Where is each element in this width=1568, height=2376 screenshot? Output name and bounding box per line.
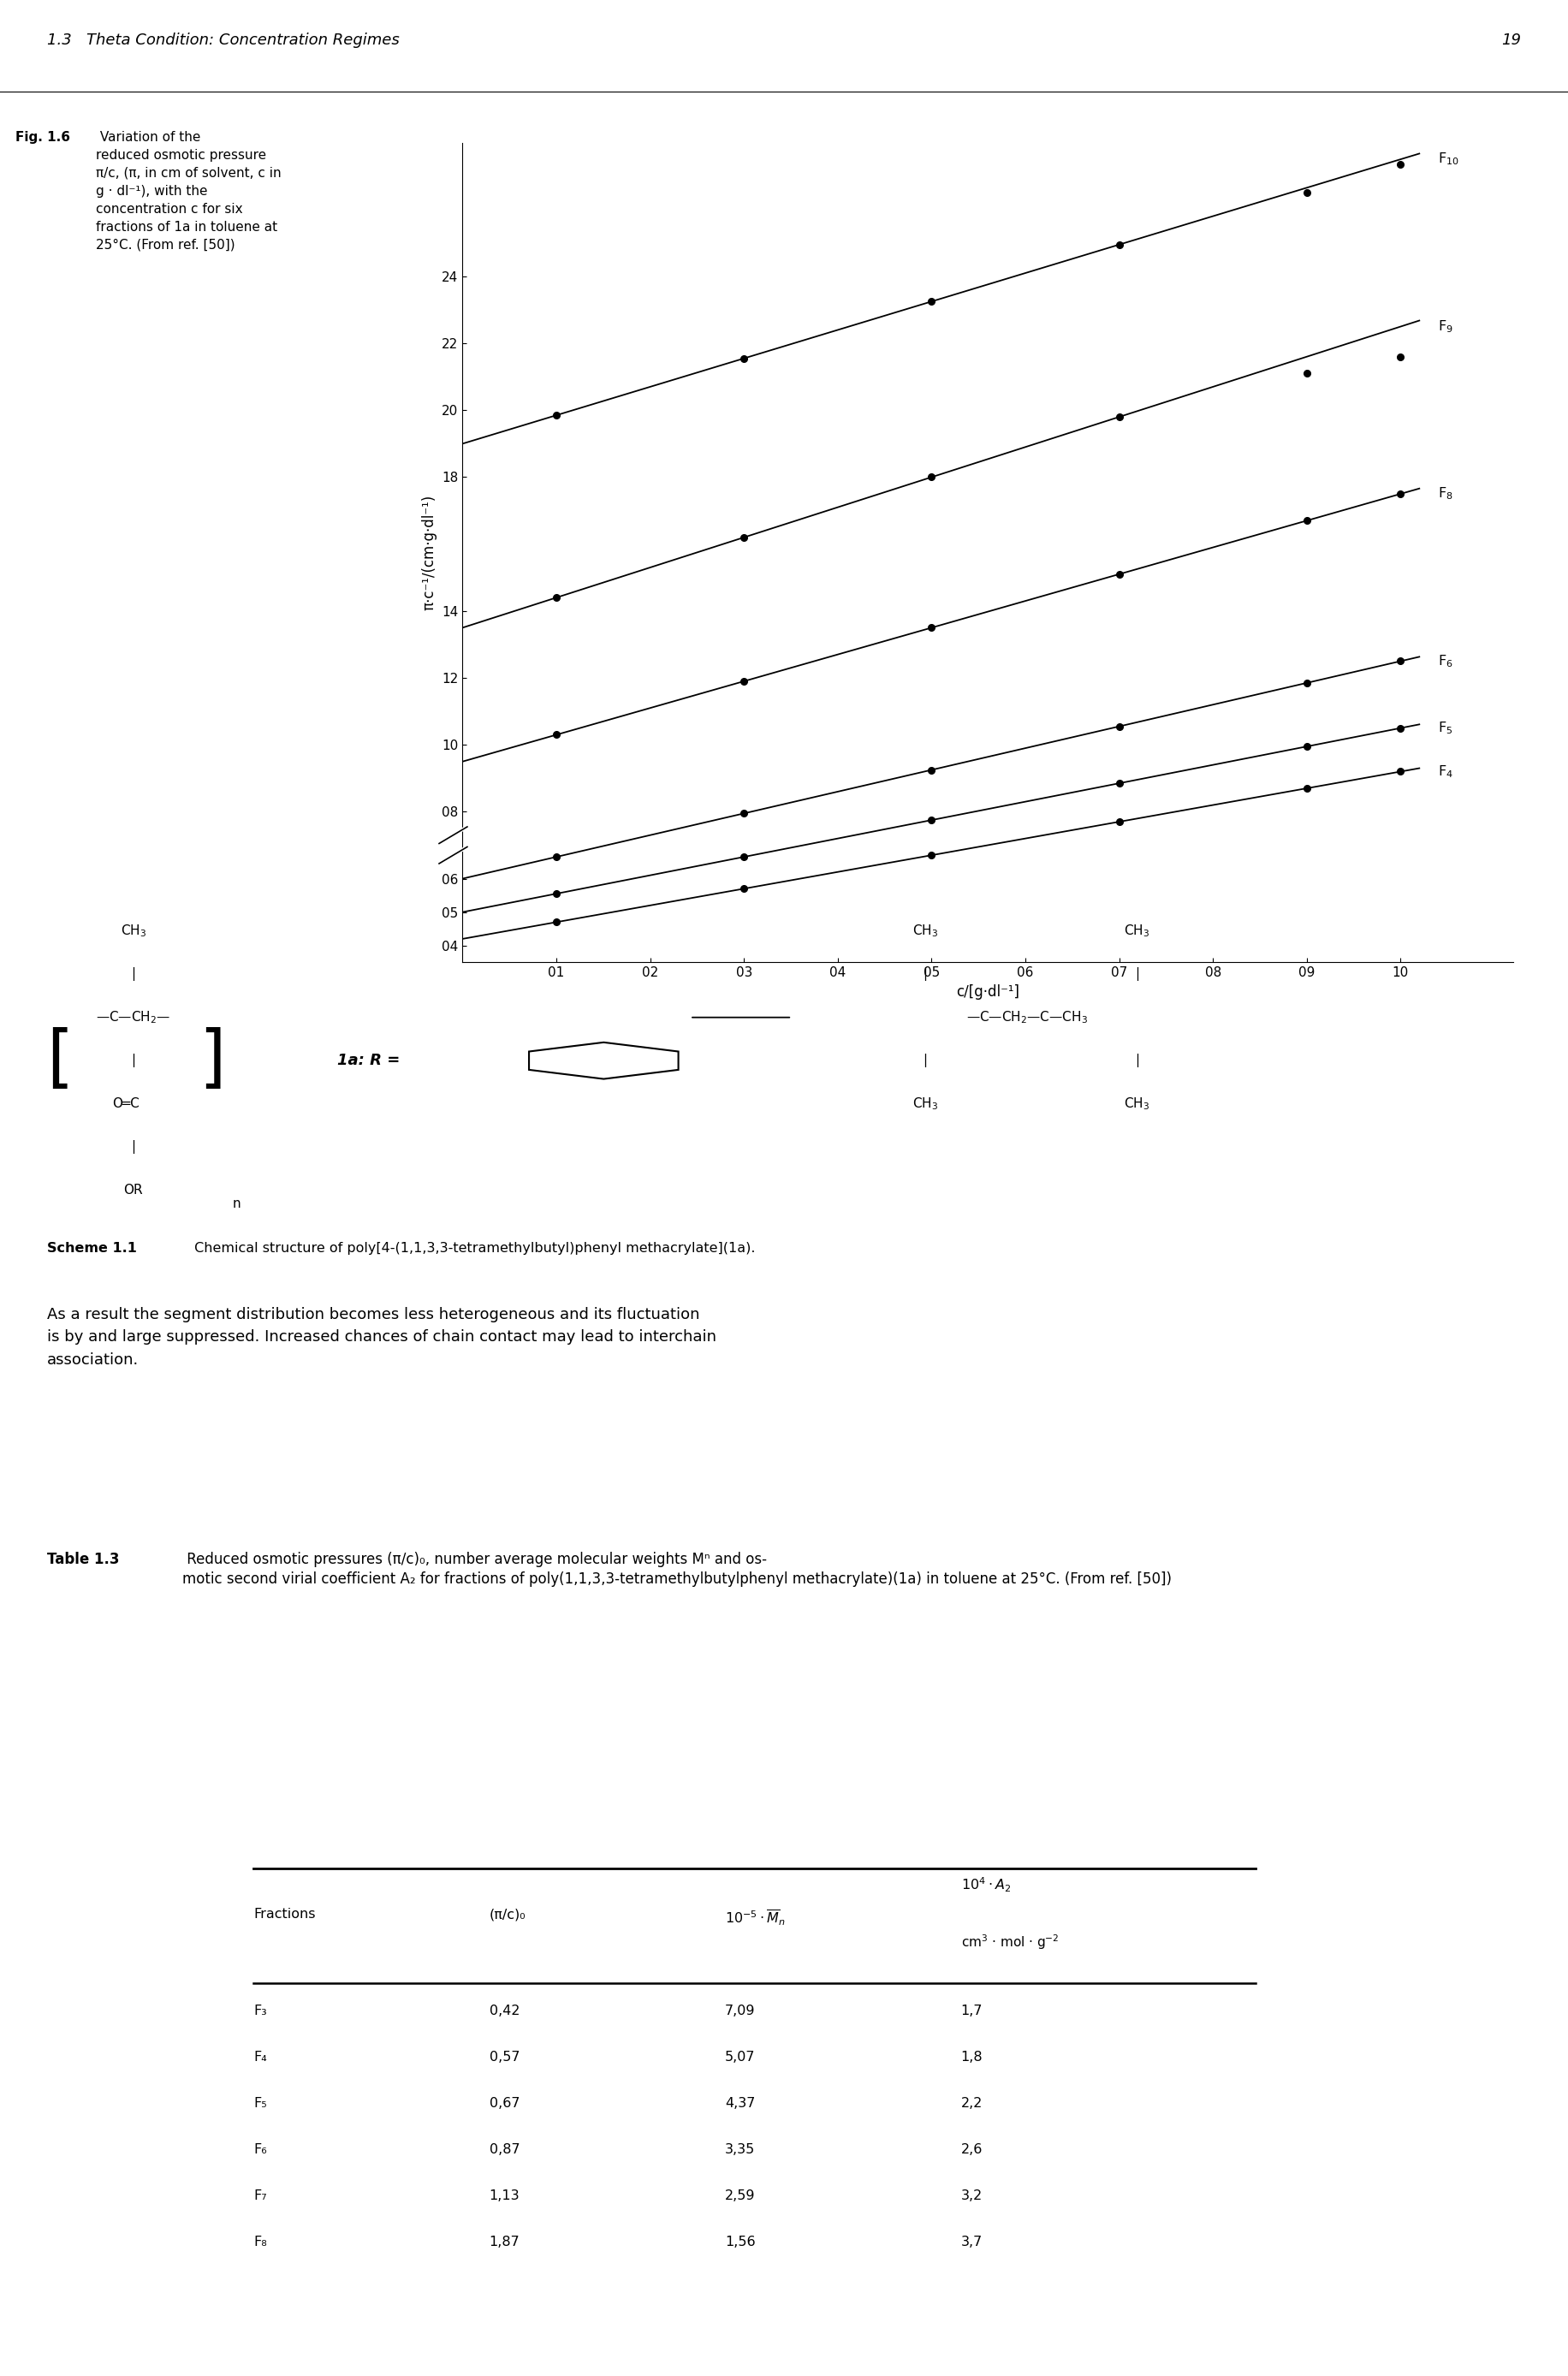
Text: n: n [232,1198,240,1209]
Text: ]: ] [198,1026,226,1093]
Text: F₇: F₇ [254,2191,267,2203]
Text: F$_{6}$: F$_{6}$ [1438,653,1454,670]
Text: F₄: F₄ [254,2050,267,2062]
Text: 0,87: 0,87 [489,2143,519,2155]
X-axis label: c/[g·dl⁻¹]: c/[g·dl⁻¹] [956,984,1019,1000]
Text: CH$_3$: CH$_3$ [121,922,146,939]
Text: Chemical structure of poly[4-(1,1,3,3-tetramethylbutyl)phenyl methacrylate](1a).: Chemical structure of poly[4-(1,1,3,3-te… [190,1243,756,1255]
Text: Variation of the
reduced osmotic pressure
π/c, (π, in cm of solvent, c in
g · dl: Variation of the reduced osmotic pressur… [96,131,282,252]
Text: F₈: F₈ [254,2236,267,2248]
Text: 1,7: 1,7 [961,2005,983,2017]
Text: 0,57: 0,57 [489,2050,519,2062]
Text: F$_{4}$: F$_{4}$ [1438,763,1454,779]
Text: 1a: R =: 1a: R = [337,1053,400,1069]
Text: 1,56: 1,56 [724,2236,756,2248]
Text: CH$_3$: CH$_3$ [913,1095,938,1112]
Text: |: | [132,1140,135,1155]
Text: 0,42: 0,42 [489,2005,519,2017]
Text: |: | [132,967,135,981]
Text: Scheme 1.1: Scheme 1.1 [47,1243,136,1255]
Text: |: | [924,967,927,981]
Text: 2,6: 2,6 [961,2143,983,2155]
Text: Fig. 1.6: Fig. 1.6 [16,131,71,143]
Text: 3,7: 3,7 [961,2236,983,2248]
Text: CH$_3$: CH$_3$ [1124,1095,1149,1112]
Text: 1,8: 1,8 [961,2050,983,2062]
Text: |: | [1135,967,1138,981]
Text: 3,35: 3,35 [724,2143,756,2155]
Text: 5,07: 5,07 [724,2050,756,2062]
Text: 1.3   Theta Condition: Concentration Regimes: 1.3 Theta Condition: Concentration Regim… [47,33,400,48]
Text: OR: OR [124,1183,143,1198]
Text: 0,67: 0,67 [489,2098,519,2110]
Text: (π/c)₀: (π/c)₀ [489,1908,525,1920]
Text: F$_{9}$: F$_{9}$ [1438,318,1454,335]
Text: F₅: F₅ [254,2098,267,2110]
Text: CH$_3$: CH$_3$ [1124,922,1149,939]
Text: 19: 19 [1501,33,1521,48]
Text: —C—CH$_2$—C—CH$_3$: —C—CH$_2$—C—CH$_3$ [966,1010,1088,1026]
Text: 2,59: 2,59 [724,2191,756,2203]
Text: [: [ [45,1026,74,1093]
Text: 7,09: 7,09 [724,2005,756,2017]
Text: 1,87: 1,87 [489,2236,521,2248]
Text: CH$_3$: CH$_3$ [913,922,938,939]
Text: F₃: F₃ [254,2005,267,2017]
Text: F$_{5}$: F$_{5}$ [1438,720,1454,737]
Text: |: | [132,1055,135,1067]
Text: F$_{10}$: F$_{10}$ [1438,152,1460,166]
Y-axis label: π·c⁻¹/(cm·g·dl⁻¹): π·c⁻¹/(cm·g·dl⁻¹) [422,494,437,611]
Text: |: | [1135,1055,1138,1067]
Text: F₆: F₆ [254,2143,267,2155]
Text: $10^4 \cdot A_2$: $10^4 \cdot A_2$ [961,1877,1011,1894]
Text: Fractions: Fractions [254,1908,315,1920]
Text: 4,37: 4,37 [724,2098,756,2110]
Text: —C—CH$_2$—: —C—CH$_2$— [96,1010,171,1026]
Text: cm$^3$ · mol · g$^{-2}$: cm$^3$ · mol · g$^{-2}$ [961,1934,1058,1951]
Text: F$_{8}$: F$_{8}$ [1438,485,1454,501]
Text: 3,2: 3,2 [961,2191,983,2203]
Text: 2,2: 2,2 [961,2098,983,2110]
Text: $10^{-5} \cdot \overline{M}_n$: $10^{-5} \cdot \overline{M}_n$ [724,1908,786,1927]
Text: O═C: O═C [111,1098,140,1110]
Text: As a result the segment distribution becomes less heterogeneous and its fluctuat: As a result the segment distribution bec… [47,1307,717,1369]
Text: 1,13: 1,13 [489,2191,519,2203]
Text: Table 1.3: Table 1.3 [47,1552,119,1566]
Text: Reduced osmotic pressures (π/c)₀, number average molecular weights Mⁿ and os-
mo: Reduced osmotic pressures (π/c)₀, number… [182,1552,1171,1587]
Text: |: | [924,1055,927,1067]
